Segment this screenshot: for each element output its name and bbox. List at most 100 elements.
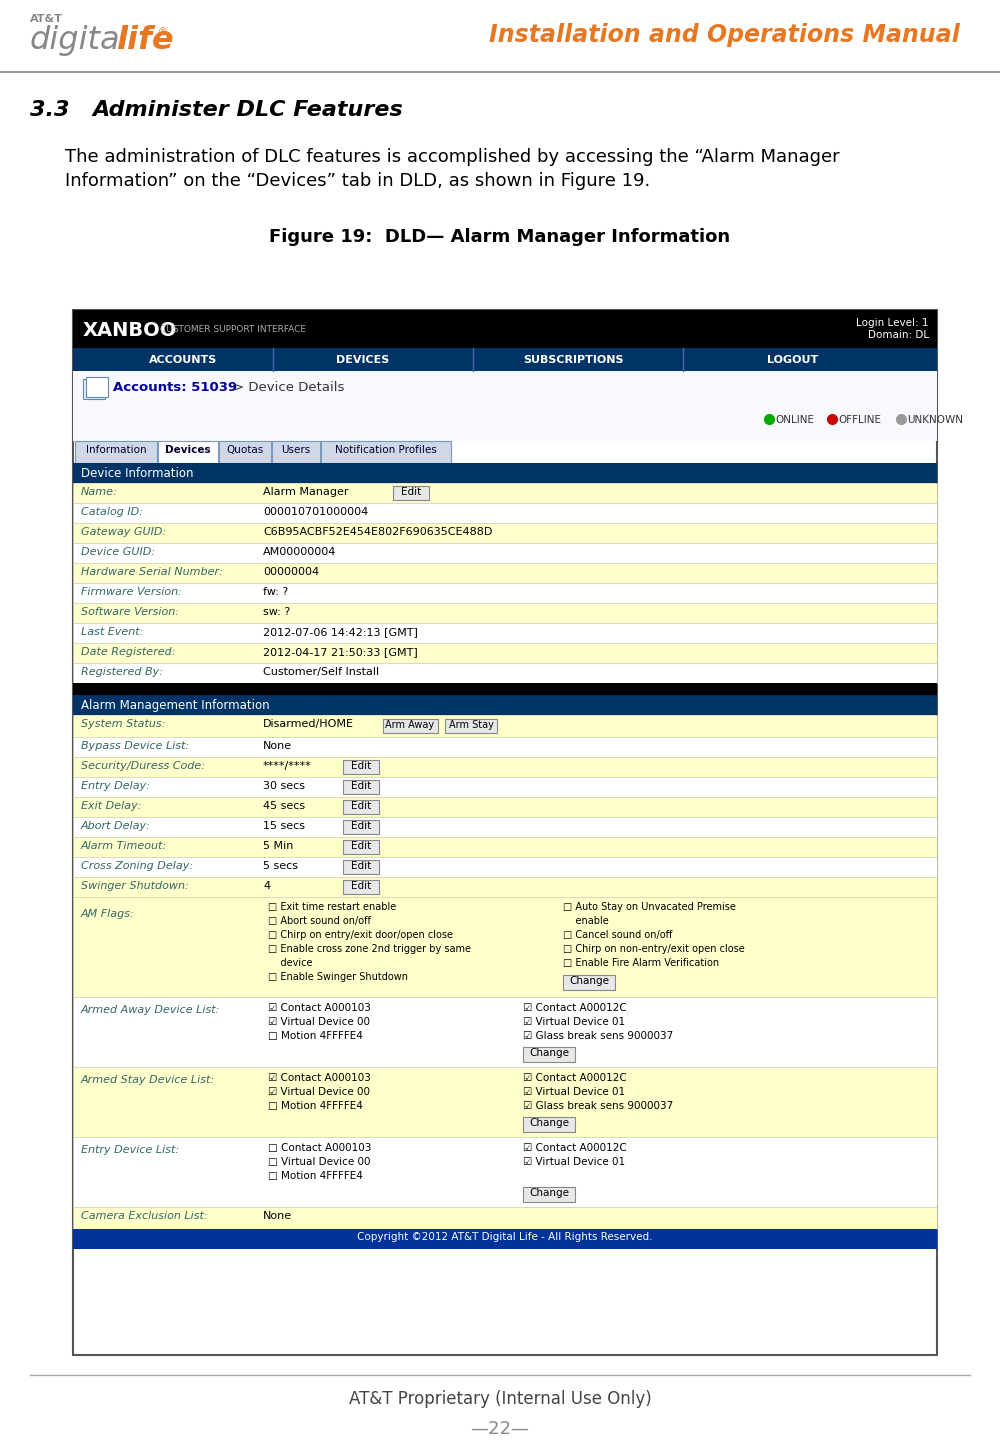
Text: Hardware Serial Number:: Hardware Serial Number:: [81, 567, 223, 577]
Text: Name:: Name:: [81, 486, 118, 496]
Bar: [272, 442, 320, 463]
Text: Armed Stay Device List:: Armed Stay Device List:: [81, 1075, 215, 1085]
Text: Arm Away: Arm Away: [385, 720, 435, 730]
Text: CUSTOMER SUPPORT INTERFACE: CUSTOMER SUPPORT INTERFACE: [160, 326, 306, 335]
Text: ☑ Glass break sens 9000037: ☑ Glass break sens 9000037: [523, 1101, 673, 1111]
Text: UNKNOWN: UNKNOWN: [907, 416, 963, 426]
Text: Figure 19:  DLD— Alarm Manager Information: Figure 19: DLD— Alarm Manager Informatio…: [269, 228, 731, 245]
Bar: [73, 877, 937, 898]
Text: Change: Change: [569, 975, 609, 986]
Bar: [73, 857, 937, 877]
Text: ☑ Contact A00012C: ☑ Contact A00012C: [523, 1074, 627, 1084]
Text: Last Event:: Last Event:: [81, 628, 143, 636]
Text: ☑ Virtual Device 00: ☑ Virtual Device 00: [268, 1017, 370, 1027]
Bar: [73, 371, 937, 442]
Text: 45 secs: 45 secs: [263, 801, 305, 811]
Text: The administration of DLC features is accomplished by accessing the “Alarm Manag: The administration of DLC features is ac…: [65, 149, 840, 166]
Text: □ Motion 4FFFFE4: □ Motion 4FFFFE4: [268, 1172, 363, 1180]
Text: Edit: Edit: [351, 861, 371, 872]
Bar: [158, 442, 218, 463]
Text: 4: 4: [263, 882, 270, 890]
Text: ONLINE: ONLINE: [775, 416, 814, 426]
Bar: [73, 714, 937, 737]
Text: ****/****: ****/****: [263, 760, 312, 771]
Text: None: None: [263, 1211, 292, 1221]
Text: Entry Delay:: Entry Delay:: [81, 781, 150, 791]
Text: Notification Profiles: Notification Profiles: [335, 444, 437, 455]
Bar: [73, 522, 937, 543]
Text: None: None: [263, 742, 292, 750]
Text: Software Version:: Software Version:: [81, 608, 179, 618]
Text: Edit: Edit: [351, 841, 371, 851]
Text: Catalog ID:: Catalog ID:: [81, 506, 143, 517]
Text: □ Exit time restart enable: □ Exit time restart enable: [268, 902, 396, 912]
Bar: [563, 975, 615, 990]
Text: Entry Device List:: Entry Device List:: [81, 1144, 179, 1154]
Text: SUBSCRIPTIONS: SUBSCRIPTIONS: [523, 355, 623, 365]
Text: Quotas: Quotas: [226, 444, 264, 455]
Text: Alarm Management Information: Alarm Management Information: [81, 698, 270, 711]
Text: device: device: [268, 958, 312, 968]
Text: Edit: Edit: [351, 801, 371, 811]
Text: □ Enable cross zone 2nd trigger by same: □ Enable cross zone 2nd trigger by same: [268, 944, 471, 954]
Text: Abort Delay:: Abort Delay:: [81, 821, 151, 831]
Bar: [73, 1066, 937, 1137]
Text: 00000004: 00000004: [263, 567, 319, 577]
Bar: [73, 997, 937, 1066]
Bar: [75, 442, 157, 463]
Text: Swinger Shutdown:: Swinger Shutdown:: [81, 882, 189, 890]
Text: Date Registered:: Date Registered:: [81, 646, 176, 657]
Text: ACCOUNTS: ACCOUNTS: [149, 355, 217, 365]
Text: Exit Delay:: Exit Delay:: [81, 801, 142, 811]
Text: LOGOUT: LOGOUT: [767, 355, 819, 365]
Bar: [73, 683, 937, 696]
Bar: [73, 898, 937, 997]
Text: C6B95ACBF52E454E802F690635CE488D: C6B95ACBF52E454E802F690635CE488D: [263, 527, 492, 537]
Bar: [523, 1048, 575, 1062]
Text: System Status:: System Status:: [81, 719, 165, 729]
Bar: [343, 820, 379, 834]
Bar: [343, 760, 379, 773]
Bar: [523, 1117, 575, 1131]
Text: DEVICES: DEVICES: [336, 355, 390, 365]
Text: Change: Change: [529, 1118, 569, 1128]
Text: Armed Away Device List:: Armed Away Device List:: [81, 1004, 220, 1014]
Bar: [393, 486, 429, 501]
Bar: [383, 719, 438, 733]
Bar: [73, 563, 937, 583]
Text: enable: enable: [563, 916, 609, 926]
Text: AM00000004: AM00000004: [263, 547, 336, 557]
Bar: [73, 837, 937, 857]
Text: Login Level: 1: Login Level: 1: [856, 317, 929, 328]
Text: digital: digital: [30, 25, 130, 56]
Text: Alarm Timeout:: Alarm Timeout:: [81, 841, 167, 851]
Text: □ Abort sound on/off: □ Abort sound on/off: [268, 916, 371, 926]
Text: Bypass Device List:: Bypass Device List:: [81, 742, 189, 750]
Text: Information” on the “Devices” tab in DLD, as shown in Figure 19.: Information” on the “Devices” tab in DLD…: [65, 172, 650, 190]
Bar: [343, 840, 379, 854]
Text: Administer DLC Features: Administer DLC Features: [92, 100, 403, 120]
Bar: [73, 696, 937, 714]
Text: □ Chirp on entry/exit door/open close: □ Chirp on entry/exit door/open close: [268, 929, 453, 939]
Text: ☑ Virtual Device 00: ☑ Virtual Device 00: [268, 1087, 370, 1097]
Text: AT&T Proprietary (Internal Use Only): AT&T Proprietary (Internal Use Only): [349, 1390, 651, 1408]
Text: Disarmed/HOME: Disarmed/HOME: [263, 719, 354, 729]
Text: 000010701000004: 000010701000004: [263, 506, 368, 517]
Bar: [73, 310, 937, 348]
Bar: [86, 377, 108, 397]
Text: ®: ®: [158, 27, 168, 38]
Text: 15 secs: 15 secs: [263, 821, 305, 831]
Text: Domain: DL: Domain: DL: [868, 330, 929, 341]
Text: Gateway GUID:: Gateway GUID:: [81, 527, 166, 537]
Text: Edit: Edit: [351, 821, 371, 831]
Bar: [219, 442, 271, 463]
Bar: [523, 1188, 575, 1202]
Bar: [73, 623, 937, 644]
Bar: [73, 543, 937, 563]
Text: □ Chirp on non-entry/exit open close: □ Chirp on non-entry/exit open close: [563, 944, 745, 954]
Bar: [73, 817, 937, 837]
Text: □ Enable Swinger Shutdown: □ Enable Swinger Shutdown: [268, 973, 408, 983]
Text: OFFLINE: OFFLINE: [838, 416, 881, 426]
Bar: [343, 880, 379, 895]
Text: fw: ?: fw: ?: [263, 587, 288, 597]
